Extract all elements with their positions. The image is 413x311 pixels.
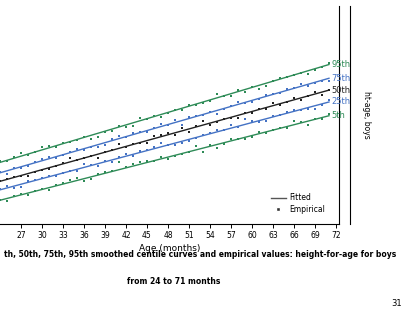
- Text: from 24 to 71 months: from 24 to 71 months: [127, 277, 220, 286]
- Text: 75th: 75th: [331, 74, 350, 83]
- X-axis label: Age (months): Age (months): [139, 244, 200, 253]
- Text: th, 50th, 75th, 95th smoothed centile curves and empirical values: height-for-ag: th, 50th, 75th, 95th smoothed centile cu…: [4, 250, 395, 259]
- Text: 25th: 25th: [331, 97, 350, 106]
- Text: 50th: 50th: [331, 86, 350, 95]
- Text: 5th: 5th: [331, 111, 345, 120]
- Text: 95th: 95th: [331, 60, 350, 69]
- Legend: Fitted, Empirical: Fitted, Empirical: [270, 193, 325, 214]
- Text: ht-age, boys: ht-age, boys: [361, 91, 370, 139]
- Text: 31: 31: [390, 299, 401, 308]
